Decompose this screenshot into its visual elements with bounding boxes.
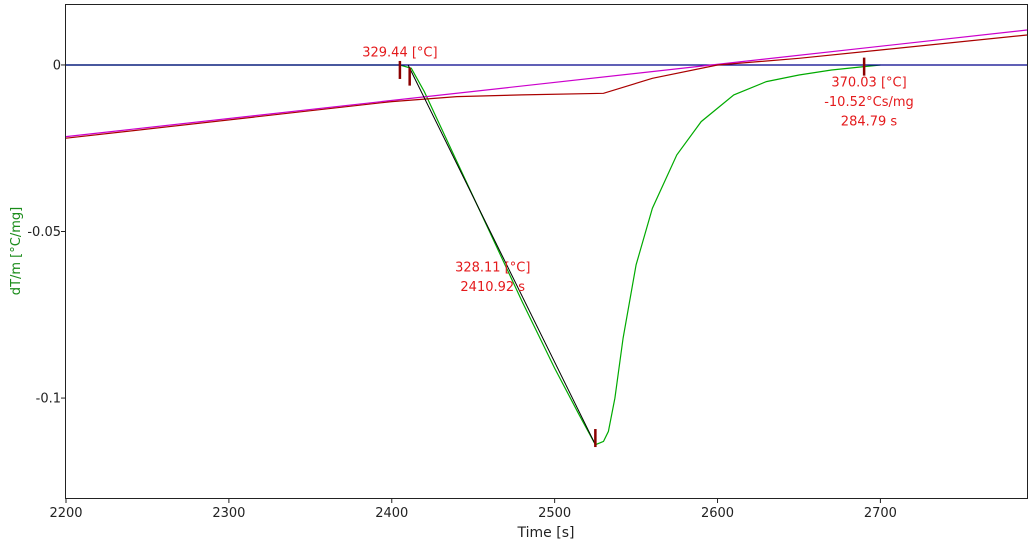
x-tick-label: 2200 xyxy=(49,506,82,521)
marker-layer xyxy=(398,57,866,448)
x-axis-ticks: 2200 2300 2400 2500 2600 2700 xyxy=(49,498,897,521)
series-line-4 xyxy=(65,34,1028,139)
annotation-layer: 329.44 [°C] 328.11 [°C] 2410.92 s 370.03 [°… xyxy=(362,46,914,295)
x-tick-label: 2400 xyxy=(375,506,408,521)
annotation-2-line-1: 328.11 [°C] xyxy=(455,260,530,275)
series-line-3 xyxy=(65,29,1028,138)
x-tick-label: 2300 xyxy=(212,506,245,521)
series-line-5 xyxy=(407,64,596,445)
y-tick-label: -0.1 xyxy=(36,392,61,407)
annotation-3-line-1: 370.03 [°C] xyxy=(831,76,906,91)
series-line-1 xyxy=(66,64,881,446)
x-tick-label: 2500 xyxy=(538,506,571,521)
x-tick-label: 2600 xyxy=(701,506,734,521)
y-tick-label: 0 xyxy=(53,58,61,73)
y-axis-ticks: 0 -0.05 -0.1 xyxy=(27,58,66,407)
annotation-1-line-1: 329.44 [°C] xyxy=(362,46,437,61)
y-tick-label: -0.05 xyxy=(27,225,61,240)
annotation-2-line-2: 2410.92 s xyxy=(460,280,525,295)
x-tick-label: 2700 xyxy=(864,506,897,521)
series-layer xyxy=(65,29,1028,446)
annotation-3-line-2: -10.52°Cs/mg xyxy=(824,95,914,110)
x-axis-label: Time [s] xyxy=(517,525,575,541)
y-axis-label: dT/m [°C/mg] xyxy=(9,207,24,295)
annotation-3-line-3: 284.79 s xyxy=(841,115,898,130)
plot-area-frame xyxy=(65,4,1028,499)
